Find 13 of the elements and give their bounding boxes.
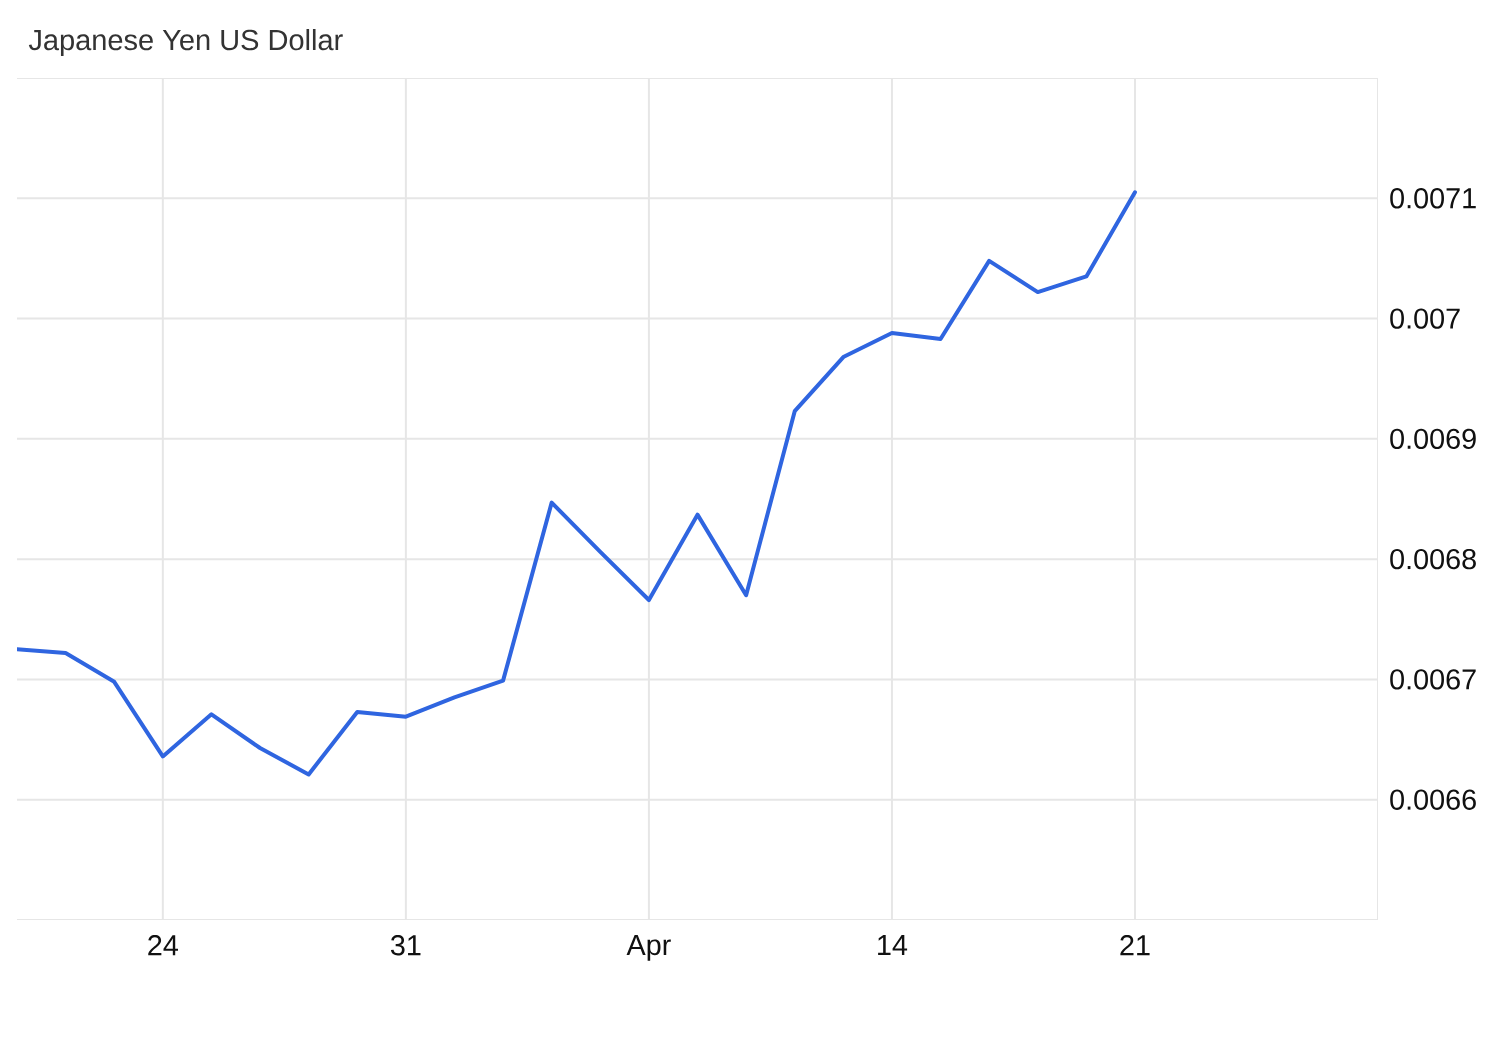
y-tick-label: 0.0067 xyxy=(1390,669,1476,690)
x-tick-label: 21 xyxy=(1120,935,1150,956)
x-tick-label: 31 xyxy=(390,935,421,956)
line-series xyxy=(17,190,1137,777)
y-tick-label: 0.0066 xyxy=(1390,789,1476,810)
x-tick-label: 24 xyxy=(148,935,178,956)
y-tick-label: 0.0071 xyxy=(1390,188,1476,209)
x-tick-label: 14 xyxy=(878,935,908,955)
chart-title: Japanese Yen US Dollar xyxy=(28,28,343,57)
x-tick-label: Apr xyxy=(626,935,671,961)
y-tick-label: 0.007 xyxy=(1390,308,1460,329)
y-tick-label: 0.0069 xyxy=(1390,428,1476,450)
y-tick-label: 0.0068 xyxy=(1390,548,1476,570)
